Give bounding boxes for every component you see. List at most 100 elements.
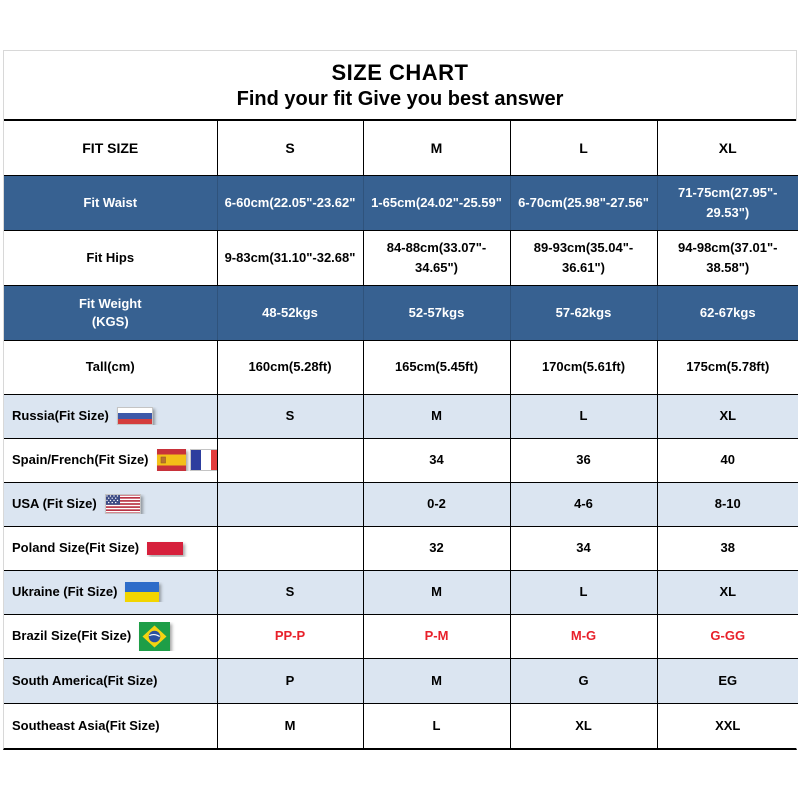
row-label-line2: (KGS) — [91, 313, 129, 329]
cell-value: M — [431, 672, 442, 688]
cell-value: 32 — [429, 540, 444, 555]
cell-value: PP-P — [274, 628, 306, 643]
poland-flag-icon — [147, 541, 184, 555]
table-row: Fit Hips 9-83cm(31.10"-32.68" 84-88cm(33.0… — [4, 229, 798, 286]
header-row: FIT SIZE S M L XL — [4, 121, 798, 176]
value-cell: 38 — [656, 525, 798, 571]
value-cell: 4-6 — [509, 481, 658, 527]
value-cell: 62-67kgs — [656, 284, 798, 341]
cell-value: 52-57kgs — [408, 304, 465, 320]
cell-value: 38 — [720, 540, 735, 555]
cell-value: 6-70cm(25.98"-27.56" — [518, 194, 649, 210]
value-cell — [216, 481, 364, 527]
value-cell: 6-70cm(25.98"-27.56" — [509, 174, 658, 231]
row-label: Poland Size(Fit Size) — [12, 540, 140, 555]
value-cell: 71-75cm(27.95"- 29.53") — [656, 174, 798, 231]
value-cell: EG — [656, 657, 798, 704]
row-label: South America(Fit Size) — [12, 672, 158, 688]
value-cell: L — [509, 569, 658, 615]
value-cell: 94-98cm(37.01"- 38.58") — [656, 229, 798, 286]
table-row: Ukraine (Fit Size) S M L XL — [4, 569, 798, 615]
cell-value: M — [431, 408, 442, 423]
ukraine-flag-icon — [125, 582, 160, 602]
cell-value: 1-65cm(24.02"-25.59" — [371, 194, 502, 210]
cell-value: 57-62kgs — [555, 304, 612, 320]
value-cell: XXL — [656, 702, 798, 748]
row-label: Fit Hips — [86, 249, 135, 265]
table-row: Fit Waist 6-60cm(22.05"-23.62" 1-65cm(24.0… — [4, 174, 798, 231]
row-label-cell: Russia(Fit Size) — [4, 393, 218, 439]
cell-value: L — [579, 584, 588, 599]
title-block: SIZE CHART Find your fit Give you best a… — [4, 51, 796, 121]
header-fit-size: FIT SIZE — [4, 121, 218, 176]
table-row: Poland Size(Fit Size) 32 34 38 — [4, 525, 798, 571]
row-label-cell: Southeast Asia(Fit Size) — [4, 702, 218, 748]
cell-value: M — [284, 717, 296, 733]
cell-value: 8-10 — [714, 496, 741, 511]
value-cell: L — [509, 393, 658, 439]
value-cell: 48-52kgs — [216, 284, 364, 341]
table-row: South America(Fit Size) P M G EG — [4, 657, 798, 704]
row-label-cell: Tall(cm) — [4, 339, 218, 395]
cell-value: 170cm(5.61ft) — [541, 359, 626, 374]
header-size-m: M — [362, 121, 511, 176]
cell-value: 4-6 — [574, 496, 593, 511]
value-cell: S — [216, 569, 364, 615]
row-label: Southeast Asia(Fit Size) — [12, 717, 160, 733]
table-row: Brazil Size(Fit Size) PP-P P-M M-G G-GG — [4, 613, 798, 659]
cell-value: 165cm(5.45ft) — [394, 359, 479, 374]
cell-value: G-GG — [710, 628, 746, 643]
value-cell: M-G — [509, 613, 658, 659]
page-subtitle: Find your fit Give you best answer — [236, 87, 564, 110]
value-cell: 34 — [362, 437, 511, 483]
row-label-cell: USA (Fit Size) — [4, 481, 218, 527]
value-cell: 170cm(5.61ft) — [509, 339, 658, 395]
value-cell: 52-57kgs — [362, 284, 511, 341]
value-cell: 9-83cm(31.10"-32.68" — [216, 229, 364, 286]
header-size-xl: XL — [656, 121, 798, 176]
cell-value: S — [285, 408, 295, 423]
value-cell: 34 — [509, 525, 658, 571]
value-cell: 32 — [362, 525, 511, 571]
value-cell: 6-60cm(22.05"-23.62" — [216, 174, 364, 231]
cell-value: L — [579, 408, 588, 423]
value-cell: 165cm(5.45ft) — [362, 339, 511, 395]
cell-value: G — [578, 672, 589, 688]
row-label-cell: Fit Hips — [4, 229, 218, 286]
value-cell — [216, 525, 364, 571]
brazil-flag-icon — [139, 621, 171, 651]
cell-value: 40 — [720, 452, 735, 467]
value-cell: S — [216, 393, 364, 439]
value-cell: P-M — [362, 613, 511, 659]
value-cell: 84-88cm(33.07"- 34.65") — [362, 229, 511, 286]
row-label: Brazil Size(Fit Size) — [12, 628, 132, 643]
value-cell: G — [509, 657, 658, 704]
cell-value: 34 — [576, 540, 591, 555]
value-cell: M — [362, 393, 511, 439]
cell-value: XL — [719, 408, 737, 423]
value-cell: XL — [656, 393, 798, 439]
row-label-cell: Ukraine (Fit Size) — [4, 569, 218, 615]
row-label-cell: Poland Size(Fit Size) — [4, 525, 218, 571]
cell-value: 89-93cm(35.04"- 36.61") — [533, 239, 634, 275]
value-cell: 8-10 — [656, 481, 798, 527]
usa-flag-icon — [104, 494, 141, 514]
cell-value: 36 — [576, 452, 591, 467]
table-row: Tall(cm) 160cm(5.28ft) 165cm(5.45ft) 170cm(… — [4, 339, 798, 395]
cell-value: 48-52kgs — [262, 304, 318, 320]
value-cell: 160cm(5.28ft) — [216, 339, 364, 395]
cell-value: 84-88cm(33.07"- 34.65") — [386, 239, 487, 275]
value-cell: 57-62kgs — [509, 284, 658, 341]
cell-value: 71-75cm(27.95"- 29.53") — [678, 184, 778, 220]
value-cell: G-GG — [656, 613, 798, 659]
value-cell — [216, 437, 364, 483]
table-row: Southeast Asia(Fit Size) M L XL XXL — [4, 702, 798, 748]
france-flag-icon — [189, 449, 216, 471]
value-cell: 89-93cm(35.04"- 36.61") — [509, 229, 658, 286]
value-cell: XL — [656, 569, 798, 615]
row-label: Russia(Fit Size) — [12, 408, 109, 423]
value-cell: M — [216, 702, 364, 748]
cell-value: 62-67kgs — [699, 304, 756, 320]
spain-flag-icon — [156, 449, 186, 471]
cell-value: P — [285, 672, 295, 688]
